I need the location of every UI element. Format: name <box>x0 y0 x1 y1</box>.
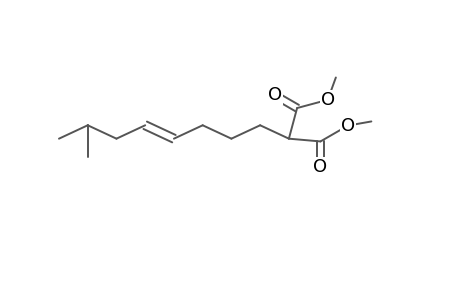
Text: O: O <box>313 158 327 176</box>
Text: O: O <box>268 86 281 104</box>
Text: O: O <box>340 117 354 135</box>
Text: O: O <box>320 91 334 109</box>
